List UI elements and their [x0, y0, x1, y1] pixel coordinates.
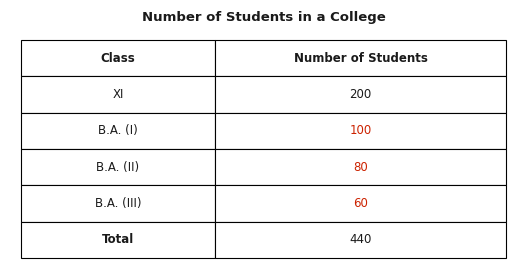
Text: Total: Total — [102, 233, 134, 246]
Text: 200: 200 — [349, 88, 372, 101]
Text: B.A. (III): B.A. (III) — [95, 197, 141, 210]
Text: 80: 80 — [353, 161, 368, 174]
Text: 100: 100 — [349, 124, 372, 137]
Text: 440: 440 — [349, 233, 372, 246]
Text: 60: 60 — [353, 197, 368, 210]
Text: B.A. (I): B.A. (I) — [98, 124, 138, 137]
Text: B.A. (II): B.A. (II) — [96, 161, 140, 174]
Text: Number of Students: Number of Students — [294, 52, 427, 65]
Text: Number of Students in a College: Number of Students in a College — [142, 11, 385, 24]
Text: XI: XI — [112, 88, 124, 101]
Text: Class: Class — [101, 52, 135, 65]
